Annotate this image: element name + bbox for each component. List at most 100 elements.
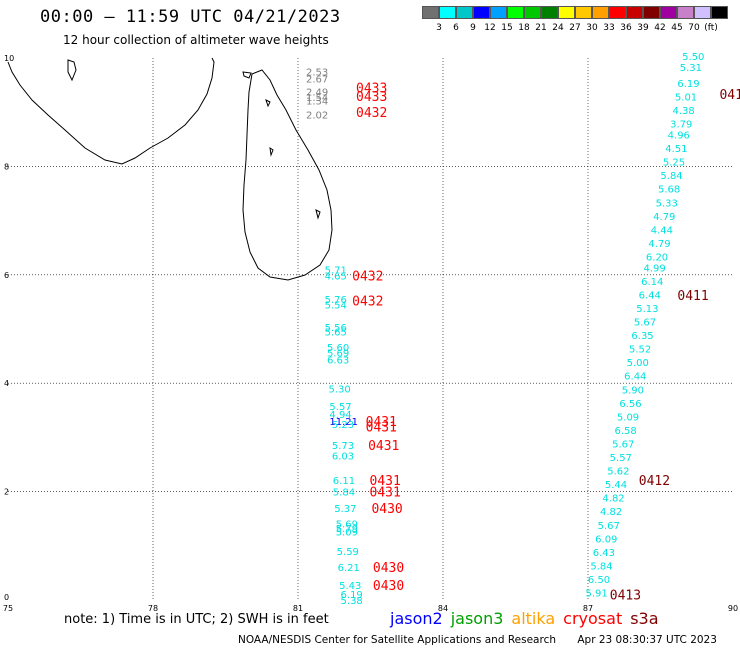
wave-height-value: 5.54 xyxy=(325,301,347,312)
wave-height-value: 6.44 xyxy=(639,290,661,301)
wave-height-value: 5.09 xyxy=(617,412,639,423)
pass-time-label: 0433 xyxy=(356,90,387,105)
pass-time-label: 0411 xyxy=(677,289,708,304)
y-tick-label: 10 xyxy=(4,54,14,63)
wave-height-value: 6.03 xyxy=(332,451,354,462)
wave-height-value: 5.62 xyxy=(607,467,629,478)
wave-height-value: 6.56 xyxy=(619,399,641,410)
color-swatch xyxy=(558,6,575,19)
color-swatch xyxy=(507,6,524,19)
wave-height-value: 6.21 xyxy=(338,563,360,574)
legend-jason3: jason3 xyxy=(450,609,504,628)
wave-height-value: 5.84 xyxy=(333,488,355,499)
legend-altika: altika xyxy=(511,609,556,628)
wave-height-value: 5.79 xyxy=(336,524,358,535)
x-tick-label: 90 xyxy=(728,604,738,613)
y-tick-label: 0 xyxy=(4,593,9,602)
wave-height-value: 5.84 xyxy=(660,171,682,182)
wave-height-value: 4.38 xyxy=(673,106,695,117)
page-subtitle: 12 hour collection of altimeter wave hei… xyxy=(63,33,329,47)
axis-ticks: 75 78 81 84 87 90 0 2 4 6 8 10 xyxy=(3,54,738,613)
wave-height-value: 6.09 xyxy=(595,534,617,545)
color-scale-label: 70 xyxy=(688,23,700,33)
island-1 xyxy=(67,59,77,82)
legend-s3a: s3a xyxy=(630,609,659,628)
wave-height-value: 6.43 xyxy=(593,548,615,559)
pass-time-label: 0432 xyxy=(356,106,387,121)
color-scale-label: 21 xyxy=(535,23,547,33)
wave-height-value: 5.65 xyxy=(325,328,347,339)
wave-height-value: 2.67 xyxy=(306,75,328,86)
legend-jason2: jason2 xyxy=(390,609,443,628)
color-scale-label: 6 xyxy=(453,23,459,33)
track-old-labels: 2.532.67 2.491.541.34 2.02 xyxy=(306,68,328,122)
wave-height-value: 5.90 xyxy=(622,385,644,396)
satellite-legend: jason2 jason3 altika cryosat s3a xyxy=(390,609,667,628)
pass-time-label: 0431 xyxy=(370,474,401,489)
color-swatch xyxy=(592,6,609,19)
wave-height-value: 5.01 xyxy=(675,93,697,104)
color-swatch xyxy=(490,6,507,19)
wave-height-value: 4.82 xyxy=(600,507,622,518)
wave-height-value: 5.59 xyxy=(337,547,359,558)
color-scale-label: 15 xyxy=(501,23,513,33)
track-1-labels: 5.714.655.765.545.565.655.605.696.635.30… xyxy=(325,265,363,607)
color-swatch xyxy=(456,6,473,19)
wave-height-value: 5.60 xyxy=(327,343,349,354)
coastline xyxy=(7,57,333,281)
legend-cryosat: cryosat xyxy=(563,609,623,628)
wave-height-value: 4.79 xyxy=(653,212,675,223)
color-swatch xyxy=(439,6,456,19)
wave-height-value: 1.54 xyxy=(306,93,328,104)
x-tick-label: 84 xyxy=(438,604,448,613)
wave-height-value: 6.35 xyxy=(631,331,653,342)
wave-height-value: 5.69 xyxy=(336,520,358,531)
credit-text: NOAA/NESDIS Center for Satellite Applica… xyxy=(238,634,556,646)
island-3 xyxy=(265,99,271,108)
y-tick-label: 2 xyxy=(4,488,9,497)
pass-time-label: 0432 xyxy=(352,269,383,284)
color-swatch xyxy=(524,6,541,19)
wave-height-value: 5.67 xyxy=(598,521,620,532)
wave-height-value: 6.11 xyxy=(333,476,355,487)
color-scale-label: 45 xyxy=(671,23,683,33)
footer-note: note: 1) Time is in UTC; 2) SWH is in fe… xyxy=(64,612,329,627)
pass-time-label: 0432 xyxy=(352,294,383,309)
wave-height-value: 5.76 xyxy=(325,295,347,306)
wave-height-value: 6.63 xyxy=(327,355,349,366)
color-swatch xyxy=(711,6,728,19)
island-5 xyxy=(315,209,321,220)
x-tick-label: 81 xyxy=(293,604,303,613)
wave-height-value: 2.53 xyxy=(306,68,328,79)
wave-height-value: 5.38 xyxy=(341,596,363,607)
wave-height-value: 4.82 xyxy=(602,494,624,505)
color-scale-label: 30 xyxy=(586,23,598,33)
wave-height-value: 5.71 xyxy=(325,265,347,276)
color-scale-label: 42 xyxy=(654,23,666,33)
wave-height-value: 5.09 xyxy=(336,528,358,539)
color-scale-label: 12 xyxy=(484,23,496,33)
color-scale-label: 27 xyxy=(569,23,581,33)
timestamp: Apr 23 08:30:37 UTC 2023 xyxy=(577,634,717,646)
wave-height-value: 4.51 xyxy=(665,144,687,155)
wave-height-value: 5.91 xyxy=(586,589,608,600)
x-tick-label: 87 xyxy=(583,604,593,613)
pass-time-label: 0433 xyxy=(356,81,387,96)
wave-height-value: 5.43 xyxy=(339,581,361,592)
wave-height-value: 5.30 xyxy=(328,385,350,396)
wave-height-value: 6.58 xyxy=(615,426,637,437)
island-4 xyxy=(269,146,274,157)
wave-height-value: 6.19 xyxy=(341,590,363,601)
color-swatch xyxy=(660,6,677,19)
x-tick-label: 75 xyxy=(3,604,13,613)
india-coastline xyxy=(7,57,215,165)
pass-time-label: 0430 xyxy=(373,561,404,576)
wave-height-value: 5.13 xyxy=(636,304,658,315)
wave-height-value: 5.67 xyxy=(612,439,634,450)
color-swatch xyxy=(575,6,592,19)
wave-height-value: 6.20 xyxy=(646,252,668,263)
color-swatch xyxy=(609,6,626,19)
wave-height-value: 4.94 xyxy=(329,410,351,421)
wave-height-value: 4.65 xyxy=(325,271,347,282)
